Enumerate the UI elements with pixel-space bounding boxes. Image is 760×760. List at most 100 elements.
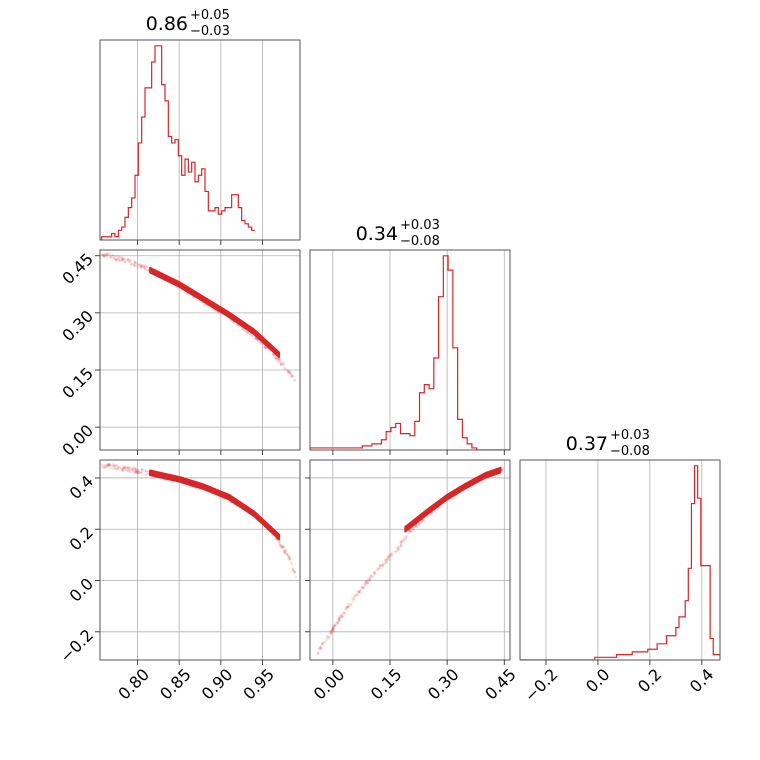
scatter-point [397, 548, 401, 551]
scatter-point [399, 545, 403, 548]
scatter-point [115, 257, 118, 261]
scatter-point [353, 595, 356, 599]
scatter-point [133, 261, 137, 265]
panel-frame [309, 249, 511, 451]
scatter-point [368, 577, 372, 581]
x-tick-label-3: 0.4 [686, 665, 717, 696]
scatter-point [342, 611, 346, 615]
scatter-point [349, 603, 353, 606]
scatter-point [145, 268, 149, 272]
scatter-point [124, 465, 128, 469]
scatter-point [100, 463, 104, 467]
scatter-point [141, 468, 144, 471]
scatter-point [129, 259, 132, 262]
scatter-point [105, 253, 108, 257]
scatter-point [103, 465, 107, 468]
scatter-point [121, 258, 125, 262]
scatter-point [368, 579, 371, 583]
scatter-point [365, 581, 369, 585]
scatter-point [399, 542, 402, 545]
scatter-point [134, 470, 138, 473]
x-tick-label-1: 0.15 [367, 665, 406, 704]
scatter-point [385, 560, 389, 564]
scatter-point [394, 549, 397, 553]
scatter-point [331, 628, 335, 632]
scatter-point [401, 540, 404, 543]
scatter-point [133, 261, 137, 264]
scatter-point [404, 535, 408, 539]
scatter-point [103, 465, 106, 469]
panel-hist-p1: 0.34 +0.03−0.08 [309, 218, 511, 455]
scatter-point [112, 464, 115, 467]
scatter-point [126, 469, 130, 473]
scatter-point [361, 586, 364, 589]
scatter-point [316, 652, 320, 655]
scatter-point [421, 518, 425, 522]
scatter-point [293, 570, 297, 573]
scatter-point [400, 539, 403, 543]
scatter-point [121, 469, 125, 472]
contour-level-1 [404, 468, 502, 532]
scatter-point [281, 546, 284, 550]
scatter-point [288, 557, 291, 561]
scatter-point [254, 337, 258, 340]
y-tick-label-3: 0.4 [66, 472, 97, 503]
scatter-point [342, 610, 346, 614]
scatter-point [396, 548, 400, 552]
scatter-point [357, 590, 361, 593]
scatter-point [136, 471, 140, 475]
scatter-point [128, 258, 131, 262]
scatter-point [415, 525, 418, 529]
scatter-point [348, 604, 351, 608]
scatter-point [333, 625, 336, 628]
scatter-point [112, 464, 115, 468]
scatter-point [109, 256, 113, 260]
scatter-point [274, 356, 278, 359]
scatter-point [387, 558, 391, 562]
scatter-point [369, 574, 372, 577]
scatter-point [126, 258, 130, 261]
scatter-point [120, 257, 124, 260]
scatter-point [282, 550, 286, 553]
scatter-point [144, 469, 148, 473]
scatter-point [105, 253, 108, 256]
scatter-point [134, 468, 137, 471]
scatter-point [337, 616, 341, 620]
scatter-point [341, 614, 345, 618]
scatter-point [400, 543, 403, 547]
scatter-point [362, 585, 365, 589]
scatter-point [106, 464, 109, 468]
scatter-point [129, 262, 133, 266]
panel-scatter-p1-p2: 0.00 0.15 0.30 0.45 [305, 459, 520, 704]
scatter-point [395, 549, 399, 553]
scatter-point [367, 578, 370, 582]
scatter-point [362, 586, 365, 590]
scatter-point [130, 468, 134, 472]
scatter-point [332, 629, 335, 632]
scatter-point [366, 581, 370, 584]
scatter-point [136, 469, 140, 472]
scatter-point [364, 581, 367, 585]
scatter-point [119, 467, 122, 471]
scatter-point [117, 257, 121, 260]
scatter-point [105, 464, 109, 467]
scatter-point [283, 551, 287, 555]
scatter-point [145, 265, 149, 269]
y-tick-label-3: 0.45 [58, 249, 97, 288]
scatter-point [128, 468, 131, 472]
scatter-point [421, 519, 425, 522]
scatter-point [346, 606, 349, 609]
scatter-point [100, 252, 104, 256]
scatter-point [115, 258, 119, 262]
scatter-point [287, 370, 290, 373]
contour-level-0 [149, 266, 281, 359]
scatter-point [377, 567, 380, 571]
scatter-point [139, 470, 143, 474]
scatter-point [121, 466, 125, 470]
scatter-point [407, 529, 411, 533]
scatter-point [340, 614, 343, 617]
scatter-point [134, 469, 138, 472]
scatter-point [409, 529, 413, 532]
scatter-point [109, 463, 112, 467]
